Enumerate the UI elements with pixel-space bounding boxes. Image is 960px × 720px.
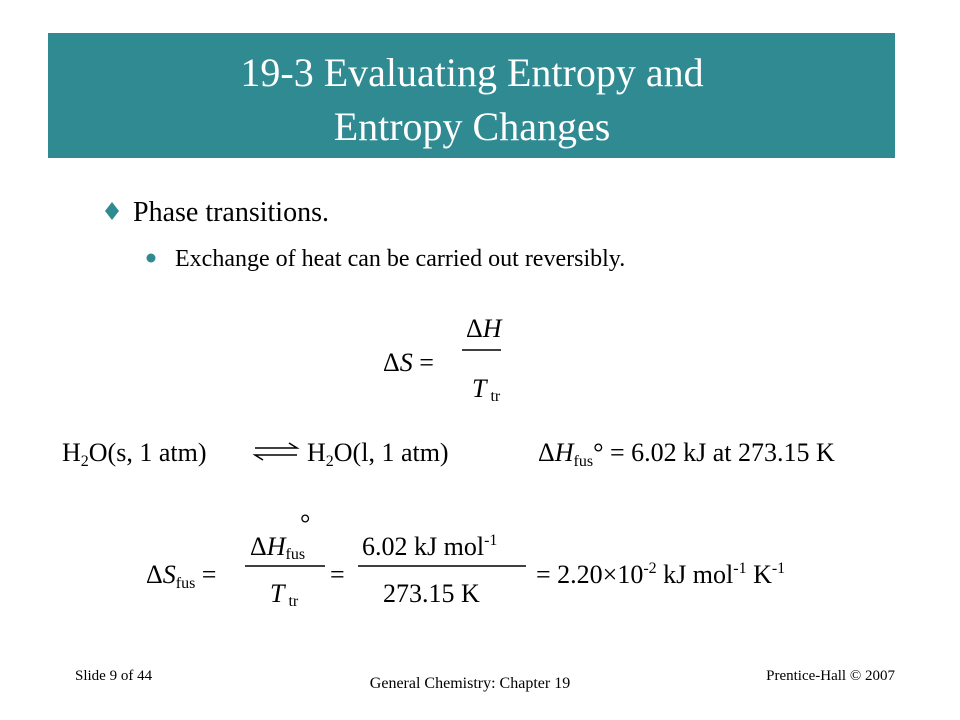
- eq-denominator: 273.15 K: [383, 579, 480, 608]
- eq-subscript: fus: [574, 453, 594, 470]
- eq-symbol: H: [62, 438, 81, 467]
- eq-symbol: Δ: [250, 532, 267, 561]
- eq-symbol: T: [472, 374, 488, 403]
- eq-numerator: ΔH: [466, 314, 503, 343]
- footer-course: General Chemistry: Chapter 19: [370, 675, 570, 692]
- sub-bullet-text: Exchange of heat can be carried out reve…: [175, 246, 625, 272]
- eq-symbol: S: [163, 560, 176, 589]
- footer-slide: Slide 9 of 44: [75, 668, 153, 684]
- eq-superscript: -1: [484, 532, 497, 549]
- eq-result: = 2.20×10-2 kJ mol-1 K-1: [536, 560, 785, 589]
- bullet-text: Phase transitions.: [133, 197, 329, 228]
- eq-symbol: kJ mol: [657, 560, 734, 589]
- eq-subscript: 2: [326, 453, 334, 470]
- eq-symbol: =: [413, 348, 434, 377]
- title-line: 19-3 Evaluating Entropy and: [240, 50, 703, 95]
- eq-numerator: ΔHfus °: [250, 509, 310, 563]
- sub-bullet-icon: [146, 253, 156, 263]
- title-bar: [48, 33, 895, 158]
- title-line: Entropy Changes: [334, 104, 611, 149]
- eq-enthalpy: ΔHfus° = 6.02 kJ at 273.15 K: [538, 438, 835, 470]
- footer-publisher: Prentice-Hall © 2007: [766, 668, 895, 684]
- eq-symbol: °: [300, 509, 310, 538]
- eq-symbol: H: [307, 438, 326, 467]
- eq-symbol: T: [270, 579, 286, 608]
- eq-subscript: fus: [286, 546, 306, 563]
- eq-symbol: H: [266, 532, 287, 561]
- eq-symbol: ° = 6.02 kJ at 273.15 K: [593, 438, 835, 467]
- eq-symbol: O(s, 1 atm): [89, 438, 207, 467]
- eq-lhs: ΔSfus =: [146, 560, 216, 592]
- eq-superscript: -1: [772, 560, 785, 577]
- eq-symbol: 6.02 kJ mol: [362, 532, 484, 561]
- eq-symbol: H: [554, 438, 575, 467]
- eq-lhs: ΔS =: [383, 348, 434, 377]
- equation-2: H2O(s, 1 atm) H2O(l, 1 atm) ΔHfus° = 6.0…: [62, 438, 835, 470]
- eq-symbol: H: [482, 314, 503, 343]
- eq-product: H2O(l, 1 atm): [307, 438, 449, 470]
- eq-symbol: = 2.20×10: [536, 560, 643, 589]
- eq-symbol: O(l, 1 atm): [334, 438, 449, 467]
- eq-superscript: -2: [643, 560, 656, 577]
- eq-symbol: =: [330, 560, 345, 589]
- eq-symbol: K: [747, 560, 773, 589]
- eq-subscript: tr: [490, 388, 500, 405]
- eq-symbol: Δ: [146, 560, 163, 589]
- eq-reactant: H2O(s, 1 atm): [62, 438, 206, 470]
- eq-subscript: fus: [176, 575, 196, 592]
- eq-symbol: Δ: [538, 438, 555, 467]
- eq-numerator: 6.02 kJ mol-1: [362, 532, 497, 561]
- eq-symbol: S: [400, 348, 413, 377]
- eq-subscript: tr: [288, 593, 298, 610]
- eq-symbol: Δ: [466, 314, 483, 343]
- eq-subscript: 2: [81, 453, 89, 470]
- equilibrium-arrow: [252, 442, 300, 461]
- bullet-icon: [105, 202, 119, 220]
- eq-symbol: =: [195, 560, 216, 589]
- eq-symbol: Δ: [383, 348, 400, 377]
- eq-superscript: -1: [733, 560, 746, 577]
